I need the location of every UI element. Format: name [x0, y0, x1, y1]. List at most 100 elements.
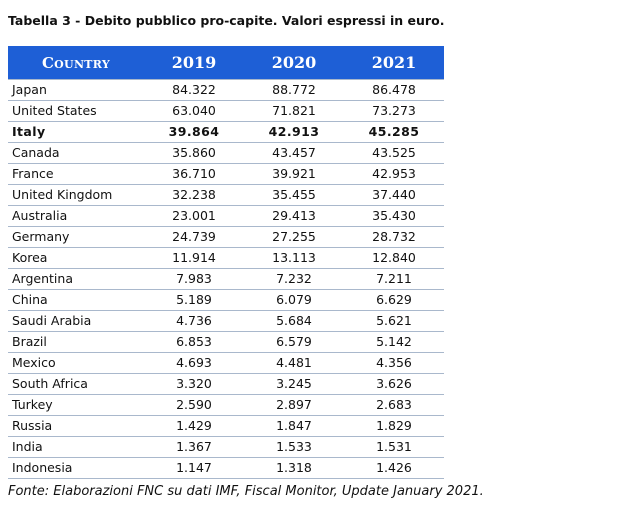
value-cell-2021: 37.440	[344, 184, 444, 206]
table-row: France 36.710 39.921 42.953	[8, 163, 444, 185]
table-row: Saudi Arabia 4.736 5.684 5.621	[8, 310, 444, 332]
value-cell-2019: 63.040	[144, 100, 244, 122]
table-row: South Africa 3.320 3.245 3.626	[8, 373, 444, 395]
table-row: Mexico 4.693 4.481 4.356	[8, 352, 444, 374]
value-cell-2020: 27.255	[244, 226, 344, 248]
value-cell-2019: 6.853	[144, 331, 244, 353]
value-cell-2020: 13.113	[244, 247, 344, 269]
country-cell: Russia	[8, 415, 144, 437]
table-row: Italy 39.864 42.913 45.285	[8, 121, 444, 143]
table-row: Canada 35.860 43.457 43.525	[8, 142, 444, 164]
value-cell-2021: 86.478	[344, 79, 444, 101]
country-cell: Korea	[8, 247, 144, 269]
table-body: Japan 84.322 88.772 86.478 United States 63.0…	[8, 79, 444, 479]
value-cell-2020: 6.079	[244, 289, 344, 311]
country-cell: Australia	[8, 205, 144, 227]
value-cell-2020: 1.847	[244, 415, 344, 437]
country-cell: South Africa	[8, 373, 144, 395]
country-cell: United States	[8, 100, 144, 122]
value-cell-2021: 1.829	[344, 415, 444, 437]
header-2020: 2020	[244, 46, 344, 80]
country-cell: France	[8, 163, 144, 185]
value-cell-2021: 28.732	[344, 226, 444, 248]
debt-per-capita-table: Country 2019 2020 2021 Japan 84.322 88.772…	[8, 46, 444, 479]
country-cell: China	[8, 289, 144, 311]
value-cell-2019: 7.983	[144, 268, 244, 290]
table-row: Turkey 2.590 2.897 2.683	[8, 394, 444, 416]
value-cell-2020: 1.533	[244, 436, 344, 458]
table-row: Russia 1.429 1.847 1.829	[8, 415, 444, 437]
table-row: China 5.189 6.079 6.629	[8, 289, 444, 311]
value-cell-2020: 7.232	[244, 268, 344, 290]
value-cell-2019: 35.860	[144, 142, 244, 164]
value-cell-2019: 36.710	[144, 163, 244, 185]
value-cell-2019: 24.739	[144, 226, 244, 248]
value-cell-2019: 4.693	[144, 352, 244, 374]
table-row: Japan 84.322 88.772 86.478	[8, 79, 444, 101]
table-header: Country 2019 2020 2021	[8, 46, 444, 80]
value-cell-2020: 71.821	[244, 100, 344, 122]
value-cell-2021: 73.273	[344, 100, 444, 122]
country-cell: Indonesia	[8, 457, 144, 479]
table-row: Australia 23.001 29.413 35.430	[8, 205, 444, 227]
value-cell-2021: 45.285	[344, 121, 444, 143]
debt-table-container: Country 2019 2020 2021 Japan 84.322 88.772…	[8, 46, 444, 479]
value-cell-2019: 5.189	[144, 289, 244, 311]
table-row: Indonesia 1.147 1.318 1.426	[8, 457, 444, 479]
value-cell-2019: 4.736	[144, 310, 244, 332]
country-cell: United Kingdom	[8, 184, 144, 206]
country-cell: Japan	[8, 79, 144, 101]
country-cell: Argentina	[8, 268, 144, 290]
value-cell-2021: 6.629	[344, 289, 444, 311]
country-cell: Italy	[8, 121, 144, 143]
value-cell-2019: 11.914	[144, 247, 244, 269]
value-cell-2021: 42.953	[344, 163, 444, 185]
header-row: Country 2019 2020 2021	[8, 46, 444, 80]
country-cell: Germany	[8, 226, 144, 248]
header-country: Country	[8, 46, 144, 80]
value-cell-2020: 35.455	[244, 184, 344, 206]
value-cell-2021: 5.142	[344, 331, 444, 353]
value-cell-2020: 5.684	[244, 310, 344, 332]
value-cell-2021: 12.840	[344, 247, 444, 269]
value-cell-2020: 88.772	[244, 79, 344, 101]
country-cell: Canada	[8, 142, 144, 164]
value-cell-2019: 1.429	[144, 415, 244, 437]
value-cell-2020: 2.897	[244, 394, 344, 416]
country-cell: India	[8, 436, 144, 458]
value-cell-2019: 2.590	[144, 394, 244, 416]
value-cell-2021: 35.430	[344, 205, 444, 227]
country-cell: Brazil	[8, 331, 144, 353]
value-cell-2021: 4.356	[344, 352, 444, 374]
value-cell-2021: 3.626	[344, 373, 444, 395]
country-cell: Turkey	[8, 394, 144, 416]
value-cell-2019: 84.322	[144, 79, 244, 101]
value-cell-2019: 39.864	[144, 121, 244, 143]
value-cell-2021: 7.211	[344, 268, 444, 290]
value-cell-2020: 29.413	[244, 205, 344, 227]
header-2021: 2021	[344, 46, 444, 80]
source-note: Fonte: Elaborazioni FNC su dati IMF, Fis…	[8, 484, 484, 499]
header-2019: 2019	[144, 46, 244, 80]
table-row: Germany 24.739 27.255 28.732	[8, 226, 444, 248]
value-cell-2021: 1.531	[344, 436, 444, 458]
table-row: Brazil 6.853 6.579 5.142	[8, 331, 444, 353]
value-cell-2020: 1.318	[244, 457, 344, 479]
value-cell-2020: 3.245	[244, 373, 344, 395]
value-cell-2019: 32.238	[144, 184, 244, 206]
value-cell-2021: 2.683	[344, 394, 444, 416]
value-cell-2020: 6.579	[244, 331, 344, 353]
value-cell-2019: 3.320	[144, 373, 244, 395]
table-caption: Tabella 3 - Debito pubblico pro-capite. …	[8, 13, 445, 28]
value-cell-2019: 23.001	[144, 205, 244, 227]
value-cell-2021: 43.525	[344, 142, 444, 164]
value-cell-2021: 5.621	[344, 310, 444, 332]
table-row: United Kingdom 32.238 35.455 37.440	[8, 184, 444, 206]
country-cell: Saudi Arabia	[8, 310, 144, 332]
value-cell-2020: 42.913	[244, 121, 344, 143]
table-row: India 1.367 1.533 1.531	[8, 436, 444, 458]
table-row: Argentina 7.983 7.232 7.211	[8, 268, 444, 290]
table-row: Korea 11.914 13.113 12.840	[8, 247, 444, 269]
value-cell-2020: 4.481	[244, 352, 344, 374]
value-cell-2020: 39.921	[244, 163, 344, 185]
